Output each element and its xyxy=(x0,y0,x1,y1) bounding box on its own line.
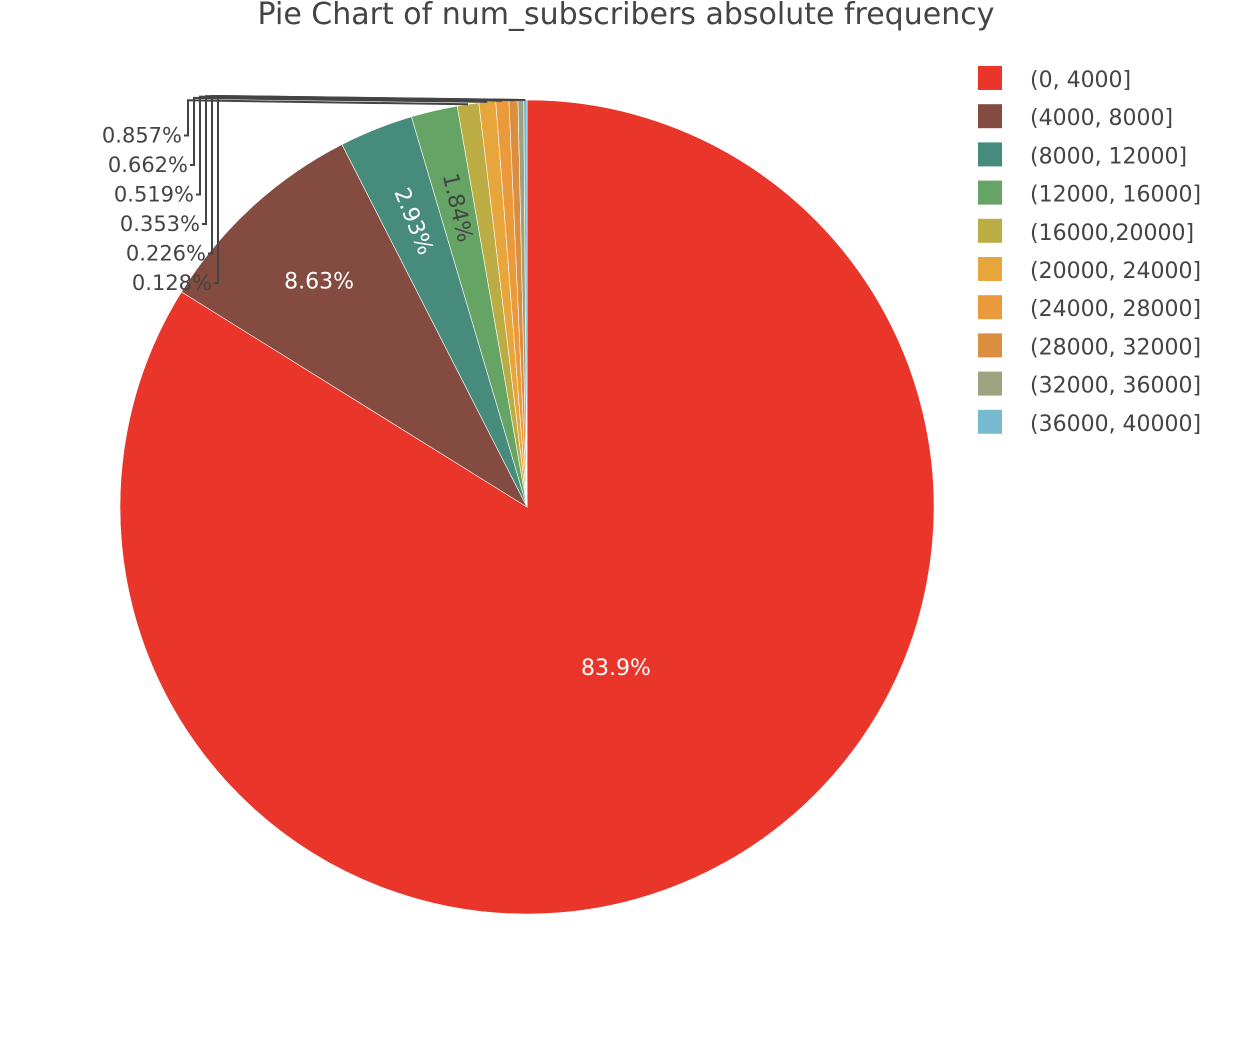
legend: (0, 4000] (4000, 8000] (8000, 12000] (12000… xyxy=(978,66,1201,437)
leader-line xyxy=(190,96,488,166)
legend-label[interactable]: (8000, 12000] xyxy=(1030,144,1187,169)
legend-item[interactable]: (32000, 36000] xyxy=(978,371,1201,399)
slice-data-label: 0.519% xyxy=(114,183,194,207)
legend-item[interactable]: (16000,20000] xyxy=(978,218,1194,246)
legend-swatch[interactable] xyxy=(978,218,1002,243)
legend-item[interactable]: (8000, 12000] xyxy=(978,142,1187,169)
pie-slices xyxy=(119,99,935,915)
legend-label[interactable]: (24000, 28000] xyxy=(1030,297,1201,322)
slice-data-label: 0.857% xyxy=(102,124,182,148)
pie-slice[interactable] xyxy=(181,144,528,508)
slice-data-label: 83.9% xyxy=(581,656,651,681)
legend-swatch[interactable] xyxy=(978,295,1002,320)
legend-item[interactable]: (4000, 8000] xyxy=(978,104,1173,131)
legend-swatch[interactable] xyxy=(978,409,1002,434)
slice-data-label: 0.226% xyxy=(126,242,206,266)
legend-label[interactable]: (32000, 36000] xyxy=(1030,374,1201,399)
slice-data-label: 8.63% xyxy=(284,270,354,295)
legend-label[interactable]: (12000, 16000] xyxy=(1030,183,1201,208)
slice-data-label: 0.353% xyxy=(120,212,200,236)
slice-data-label: 0.662% xyxy=(108,153,188,177)
legend-item[interactable]: (36000, 40000] xyxy=(978,409,1201,437)
leader-line xyxy=(184,99,469,137)
chart-title: Pie Chart of num_subscribers absolute fr… xyxy=(258,0,995,32)
legend-item[interactable]: (20000, 24000] xyxy=(978,257,1201,284)
legend-swatch[interactable] xyxy=(978,142,1002,167)
legend-item[interactable]: (28000, 32000] xyxy=(978,333,1201,360)
legend-item[interactable]: (12000, 16000] xyxy=(978,180,1201,208)
legend-label[interactable]: (36000, 40000] xyxy=(1030,412,1201,437)
legend-swatch[interactable] xyxy=(978,257,1002,281)
legend-label[interactable]: (4000, 8000] xyxy=(1030,106,1173,131)
legend-item[interactable]: (24000, 28000] xyxy=(978,295,1201,322)
legend-label[interactable]: (16000,20000] xyxy=(1030,221,1194,246)
legend-label[interactable]: (0, 4000] xyxy=(1030,68,1131,93)
legend-swatch[interactable] xyxy=(978,180,1002,205)
legend-label[interactable]: (20000, 24000] xyxy=(1030,259,1201,284)
legend-swatch[interactable] xyxy=(978,66,1002,90)
legend-label[interactable]: (28000, 32000] xyxy=(1030,335,1201,360)
legend-swatch[interactable] xyxy=(978,333,1002,358)
slice-data-label: 0.128% xyxy=(132,271,212,295)
legend-item[interactable]: (0, 4000] xyxy=(978,66,1131,93)
legend-swatch[interactable] xyxy=(978,104,1002,129)
leader-line xyxy=(214,94,526,284)
legend-swatch[interactable] xyxy=(978,371,1002,396)
